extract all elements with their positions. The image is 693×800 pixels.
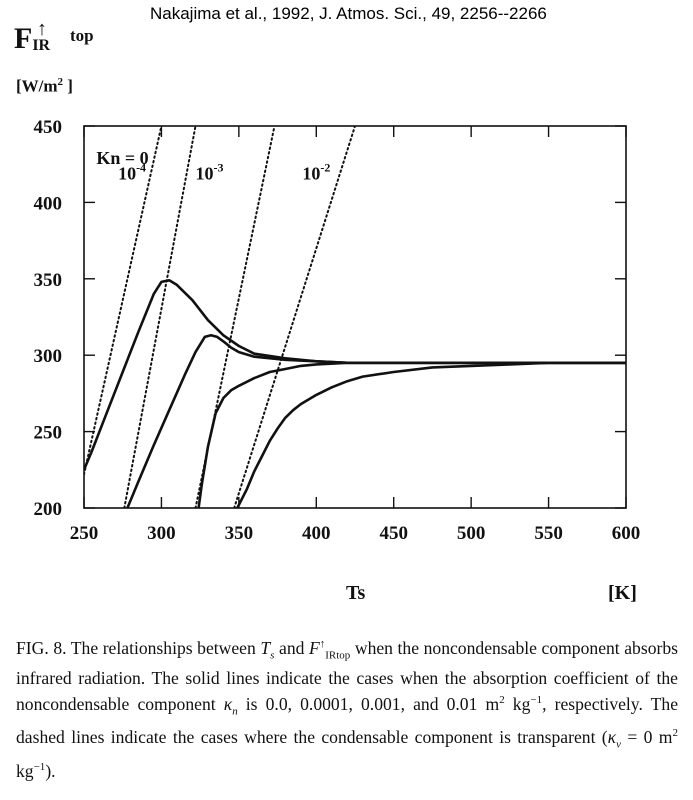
solid-series-line-0 — [84, 278, 626, 472]
x-tick-label: 400 — [302, 523, 331, 544]
x-axis-unit: [K] — [608, 582, 637, 604]
solid-series-line-3 — [236, 361, 626, 508]
y-label-sub: IR — [32, 37, 51, 54]
series-group — [84, 126, 626, 508]
caption-text-2: when the non­condensable component absor… — [16, 637, 679, 714]
y-unit-power: 2 — [57, 76, 64, 88]
curve-label-1: 10-4 — [118, 160, 146, 183]
kg-2: kg — [16, 760, 34, 781]
y-tick-label: 300 — [34, 346, 63, 367]
figure-caption: FIG. 8. The relationships between Ts and… — [16, 633, 678, 782]
kg-1: kg — [504, 693, 531, 714]
x-tick-label: 550 — [534, 523, 563, 544]
kappa-v: v — [616, 738, 622, 751]
y-unit-open: [W/m — [16, 76, 58, 96]
y-axis-label: FIR ↑ top — [14, 18, 94, 56]
caption-text-5: = 0 m — [621, 727, 673, 748]
curve-label-exponent-2: -3 — [213, 160, 223, 174]
plot-frame — [83, 125, 627, 509]
x-tick-label: 600 — [612, 523, 641, 544]
sq-1: 2 — [499, 693, 505, 706]
curve-label-0: Kn = 0 — [96, 148, 148, 168]
solid-series-line-2 — [197, 361, 626, 508]
y-tick-label: 250 — [34, 423, 63, 444]
neg-2: −1 — [33, 760, 46, 773]
curve-label-2: 10-3 — [195, 160, 223, 183]
curve-label-exponent-3: -2 — [320, 160, 330, 174]
y-label-main: F — [14, 22, 33, 55]
kappa-1: κ — [223, 693, 233, 714]
ts-t: T — [260, 637, 271, 658]
ts-s: s — [270, 649, 275, 662]
curve-label-exponent-1: -4 — [136, 160, 146, 174]
kappa-2: κ — [607, 727, 617, 748]
y-axis-unit: [W/m2 ] — [16, 76, 73, 97]
f-sup: ↑ — [319, 638, 326, 650]
curve-label-3: 10-2 — [302, 160, 330, 183]
f-main: F — [308, 637, 320, 658]
caption-text-4: , respectively. The dashed lines indicat… — [16, 693, 679, 748]
fig-number: IG. 8. — [25, 637, 67, 658]
x-tick-label: 500 — [457, 523, 486, 544]
dashed-series-line-7 — [233, 126, 356, 508]
chart: 250 300 350 400 450 500 550 600 200 250 300 350 400 4… — [34, 117, 641, 544]
f-sub: IRtop — [325, 649, 351, 662]
dashed-series-line-6 — [194, 126, 276, 508]
caption-text-3: is 0.0, 0.0001, 0.001, and 0.01 m — [237, 693, 500, 714]
x-tick-label: 350 — [225, 523, 254, 544]
x-tick-label: 300 — [147, 523, 176, 544]
y-tick-label: 200 — [34, 499, 63, 520]
y-tick-label: 450 — [34, 117, 63, 138]
y-label-sup: top — [70, 26, 94, 45]
dashed-series-line-4 — [84, 126, 163, 476]
x-tick-label: 250 — [70, 523, 99, 544]
up-arrow-icon: ↑ — [37, 18, 47, 40]
caption-text-6: ). — [45, 760, 56, 781]
x-axis-label: Ts — [346, 582, 366, 604]
kappa-n: n — [232, 705, 238, 718]
sq-2: 2 — [672, 727, 679, 740]
citation: Nakajima et al., 1992, J. Atmos. Sci., 4… — [150, 4, 547, 23]
y-unit-close: ] — [63, 76, 73, 96]
neg-1: −1 — [530, 693, 543, 706]
fig-f: F — [16, 637, 26, 658]
y-tick-label: 400 — [34, 193, 63, 214]
dashed-series-line-5 — [123, 126, 197, 508]
caption-text-1: The relationships between — [66, 637, 261, 658]
y-tick-label: 350 — [34, 270, 63, 291]
x-tick-label: 450 — [379, 523, 408, 544]
caption-and: and — [274, 637, 309, 658]
